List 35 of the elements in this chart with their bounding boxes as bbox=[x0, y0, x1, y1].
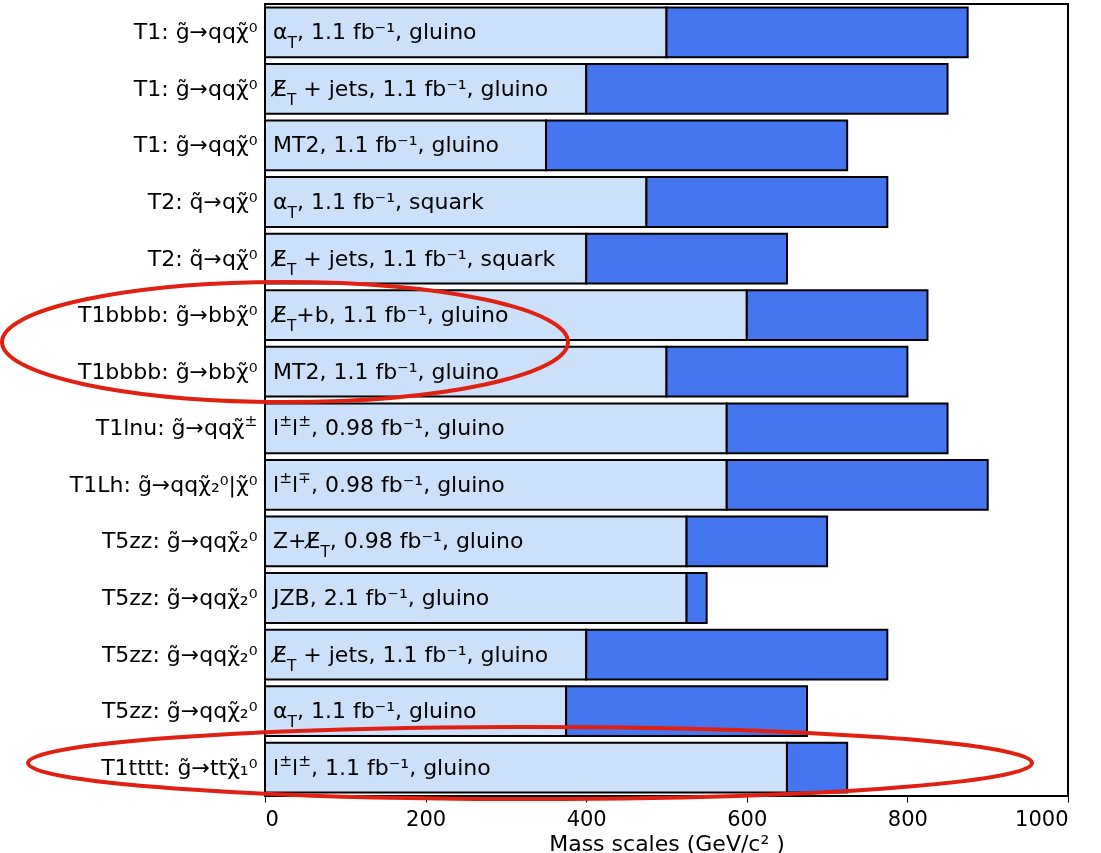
x-tick-label: 800 bbox=[887, 806, 928, 831]
x-tick-label: 200 bbox=[406, 806, 447, 831]
y-tick-label: T2: q̃→qχ̃⁰ bbox=[146, 245, 258, 271]
annotation: E̸$_{T}$ + jets, 1.1 fb⁻¹, gluino bbox=[269, 75, 549, 109]
y-tick-label: T5zz: g̃→qqχ̃₂⁰ bbox=[100, 698, 258, 724]
annotation: JZB, 2.1 fb⁻¹, gluino bbox=[271, 585, 490, 610]
x-tick-label: 600 bbox=[727, 806, 768, 831]
annotation: E̸$_{T}$ + jets, 1.1 fb⁻¹, gluino bbox=[269, 641, 549, 675]
x-tick-label: 400 bbox=[566, 806, 607, 831]
y-tick-label: T5zz: g̃→qqχ̃₂⁰ bbox=[100, 585, 258, 610]
annotation: E̸$_{T}$ + jets, 1.1 fb⁻¹, squark bbox=[269, 245, 556, 279]
y-tick-label: T1lnu: g̃→qqχ̃$^{±}$ bbox=[94, 412, 258, 441]
y-tick-label: T1: g̃→qqχ̃⁰ bbox=[132, 75, 258, 101]
annotation: Z+E̸$_{T}$, 0.98 fb⁻¹, gluino bbox=[273, 528, 524, 562]
y-tick-label: T1Lh: g̃→qqχ̃₂⁰|χ̃⁰ bbox=[68, 471, 258, 498]
y-tick-label: T1bbbb: g̃→bbχ̃⁰ bbox=[76, 302, 258, 328]
y-tick-label: T1: g̃→qqχ̃⁰ bbox=[132, 132, 258, 158]
x-axis-title: Mass scales (GeV/c² ) bbox=[549, 830, 785, 853]
annotation: l$^{±}$l$^{±}$, 0.98 fb⁻¹, gluino bbox=[273, 412, 505, 441]
y-tick-label: T2: q̃→qχ̃⁰ bbox=[146, 189, 258, 214]
annotation: α$_{T}$, 1.1 fb⁻¹, gluino bbox=[273, 19, 477, 53]
annotation: E̸$_{T}$+b, 1.1 fb⁻¹, gluino bbox=[269, 302, 509, 336]
y-tick-label: T1tttt: g̃→ttχ̃₁⁰ bbox=[100, 754, 258, 780]
annotation: l$^{±}$l$^{∓}$, 0.98 fb⁻¹, gluino bbox=[273, 468, 505, 497]
annotation: MT2, 1.1 fb⁻¹, gluino bbox=[273, 132, 500, 158]
y-tick-label: T5zz: g̃→qqχ̃₂⁰ bbox=[100, 528, 258, 554]
annotation: MT2, 1.1 fb⁻¹, gluino bbox=[273, 358, 500, 384]
x-tick-label: 0 bbox=[265, 806, 279, 831]
x-tick-label: 1000 bbox=[1015, 806, 1069, 831]
y-tick-label: T1: g̃→qqχ̃⁰ bbox=[132, 19, 258, 45]
y-tick-label: T5zz: g̃→qqχ̃₂⁰ bbox=[100, 641, 258, 667]
annotation: l$^{±}$l$^{±}$, 1.1 fb⁻¹, gluino bbox=[273, 751, 491, 780]
annotation: α$_{T}$, 1.1 fb⁻¹, squark bbox=[273, 189, 484, 222]
y-tick-label: T1bbbb: g̃→bbχ̃⁰ bbox=[76, 358, 258, 384]
annotation: α$_{T}$, 1.1 fb⁻¹, gluino bbox=[273, 698, 477, 732]
